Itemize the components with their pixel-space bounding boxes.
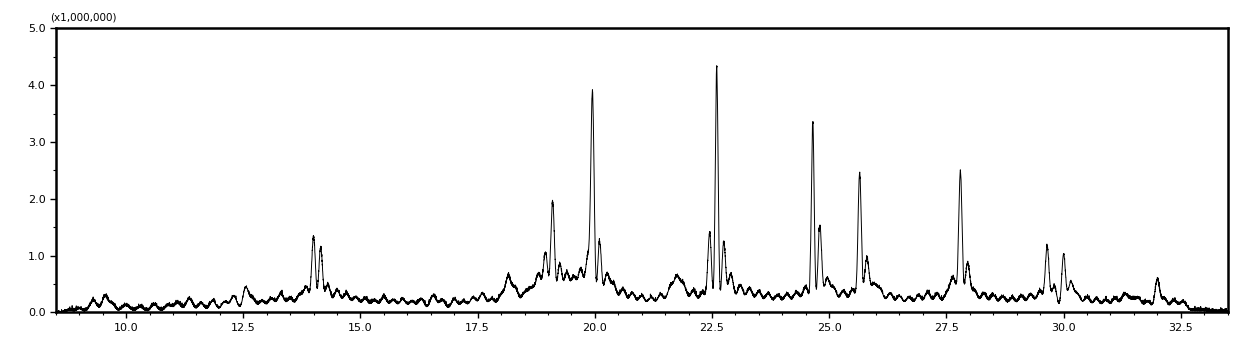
Text: (x1,000,000): (x1,000,000)	[50, 13, 117, 23]
